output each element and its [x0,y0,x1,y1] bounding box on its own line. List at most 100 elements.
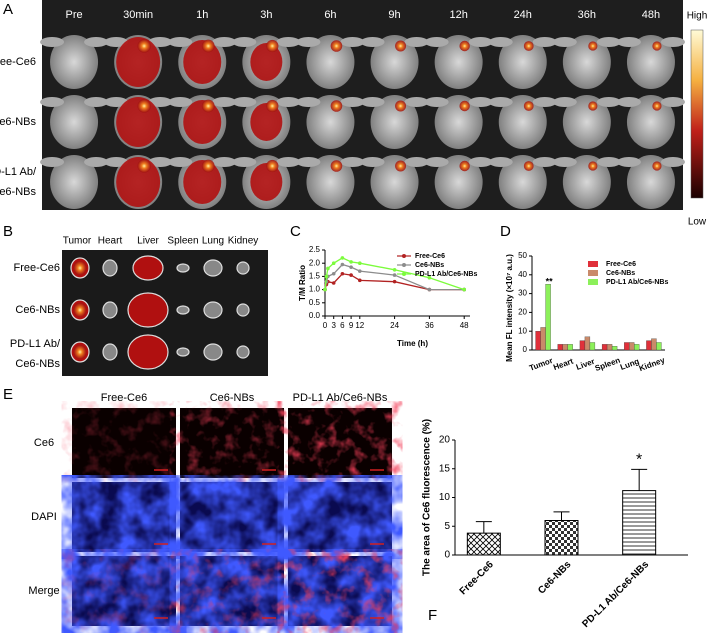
row-label: Ce6-NBs [15,358,60,370]
marker [349,273,353,277]
mouse-body [434,35,483,89]
fluorescence [250,163,283,201]
legend-marker [402,272,406,276]
bar [651,338,657,351]
x-tick-label: 36 [425,321,434,330]
panel-letter: B [3,223,13,240]
tumor-signal [588,161,598,171]
mouse-arm [340,157,365,167]
mouse-arm [488,157,513,167]
error-bar [631,468,648,491]
tumor-signal [201,99,215,113]
marker [331,271,336,276]
column-label: 48h [642,9,660,21]
row-label: Ce6-NBs [0,116,36,128]
mouse-arm [296,37,321,47]
y-axis-label: T/M Ratio [298,265,307,301]
y-tick-label: 2.0 [309,258,321,267]
organ [203,343,223,361]
tumor-signal [330,160,343,172]
marker [349,265,353,269]
mouse-arm [660,37,685,47]
organ [176,305,190,315]
organ-hotspot [73,261,87,275]
mouse-arm [404,157,429,167]
x-axis-label: Time (h) [397,339,428,348]
tumor-signal [137,99,151,113]
tumor-signal [652,161,662,171]
bar [545,284,551,351]
legend-marker [402,254,406,258]
marker [340,271,345,276]
marker [462,287,467,292]
y-tick-label: 2.5 [309,245,321,254]
mouse-arm [40,97,65,107]
x-tick-label: 24 [390,321,399,330]
bar [535,331,541,351]
ce6-signal [180,556,284,626]
mouse-body [370,95,419,149]
y-tick-label: 5 [444,521,450,532]
mouse-body [434,155,483,209]
mouse-arm [296,97,321,107]
x-tick-label: 0 [323,321,328,330]
tumor-signal [395,160,407,172]
mouse-arm [660,97,685,107]
tumor-signal [330,100,343,112]
mouse-arm [340,97,365,107]
mouse-body [626,35,675,89]
x-tick-label: Kidney [638,355,667,373]
tumor-signal [588,101,598,111]
color-scale [690,29,704,199]
organ [176,347,190,357]
mouse-arm [212,97,237,107]
legend-label: PD-L1 Ab/Ce6-NBs [415,271,477,278]
panel-letter: A [3,1,13,18]
mouse-arm [104,97,129,107]
column-label: 3h [260,9,272,21]
mouse-body [626,155,675,209]
organ-hotspot [73,345,87,359]
mouse-arm [148,37,173,47]
legend-swatch [588,261,598,267]
mouse-arm [532,97,557,107]
y-tick-label: 20 [518,308,527,317]
bar [567,344,573,351]
tumor-signal [201,159,215,173]
mouse-arm [616,97,641,107]
mouse-arm [168,157,193,167]
x-tick-label: Tumor [528,356,554,373]
y-axis-label: The area of Ce6 fluorescence (%) [422,419,433,576]
column-label: 1h [196,9,208,21]
legend-label: PD-L1 Ab/Ce6-NBs [606,279,668,286]
ce6-signal [288,556,392,626]
column-label: 30min [123,9,153,21]
bar [646,340,652,351]
y-tick-label: 10 [439,492,451,503]
row-label: Ce6-NBs [15,304,60,316]
mouse-body [50,155,99,209]
bar [584,336,591,351]
bar [611,346,618,351]
dapi-signal [72,482,176,552]
mouse-arm [616,157,641,167]
column-label: 12h [449,9,467,21]
mouse-arm [424,97,449,107]
column-label: 9h [388,9,400,21]
mouse-arm [84,97,109,107]
organ [236,345,250,359]
bar [624,342,630,351]
y-tick-label: 15 [439,463,451,474]
panel-letter: F [428,607,437,624]
mouse-arm [40,37,65,47]
y-tick-label: 1.5 [309,272,321,281]
column-label: Pre [65,9,82,21]
mouse-arm [84,157,109,167]
marker [349,260,353,264]
mouse-arm [232,37,257,47]
y-tick-label: 10 [518,326,527,335]
column-label: Liver [137,236,159,247]
tumor-signal [523,41,534,51]
column-label: Lung [202,236,224,247]
x-tick-label: Free-Ce6 [458,559,496,597]
